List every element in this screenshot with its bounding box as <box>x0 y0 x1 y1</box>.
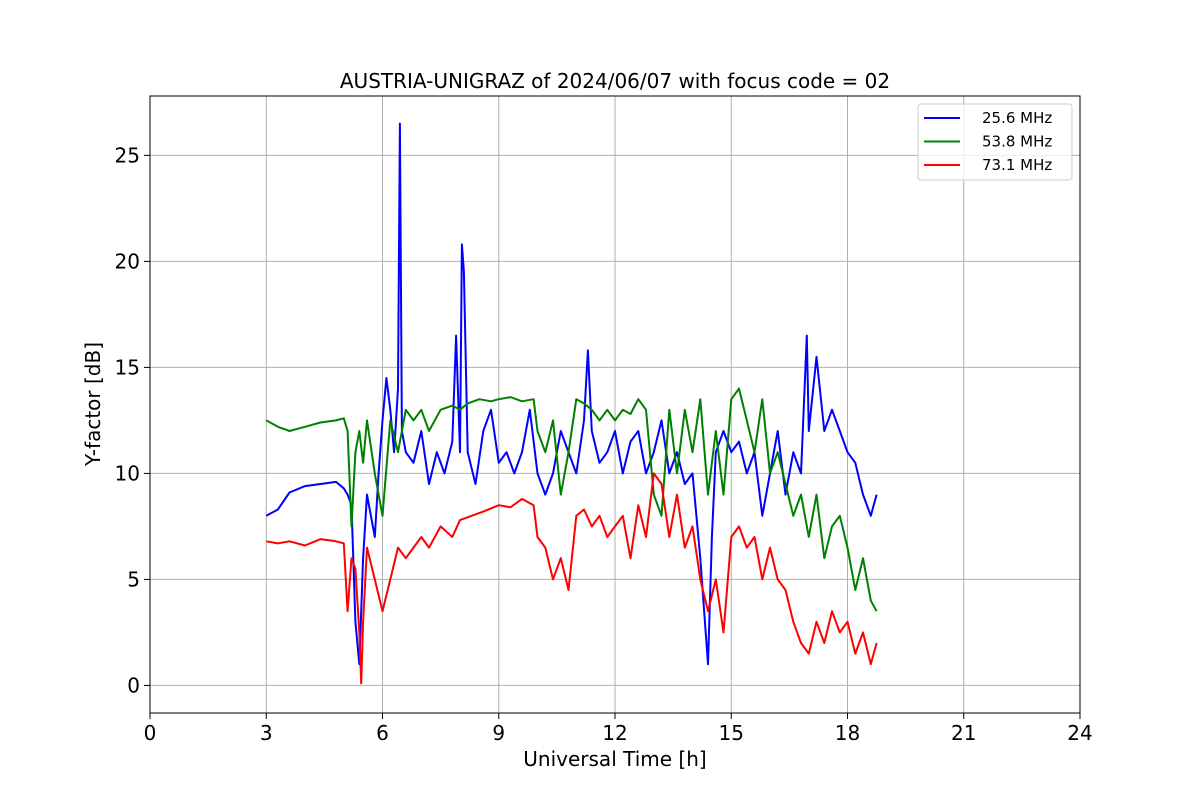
chart-title: AUSTRIA-UNIGRAZ of 2024/06/07 with focus… <box>340 69 890 93</box>
series-line-3 <box>266 472 878 685</box>
x-tick-label: 18 <box>835 721 860 745</box>
y-tick-label: 15 <box>115 355 140 379</box>
y-tick-label: 5 <box>127 567 140 591</box>
y-tick-label: 0 <box>127 673 140 697</box>
x-tick-label: 6 <box>376 721 389 745</box>
y-axis-label: Y-factor [dB] <box>81 342 105 467</box>
series-layer <box>265 122 878 685</box>
axis-ticks: 0 3 6 9 12 15 18 21 24 0 5 10 15 20 25 <box>115 143 1093 745</box>
x-tick-label: 12 <box>602 721 627 745</box>
x-tick-label: 24 <box>1067 721 1092 745</box>
legend-box <box>917 103 1073 181</box>
legend: 25.6 MHz 53.8 MHz 73.1 MHz <box>917 103 1073 181</box>
y-tick-label: 10 <box>115 461 140 485</box>
x-tick-label: 21 <box>951 721 976 745</box>
x-tick-label: 15 <box>719 721 744 745</box>
legend-label-3: 73.1 MHz <box>982 156 1052 174</box>
y-tick-label: 20 <box>115 249 140 273</box>
x-axis-label: Universal Time [h] <box>523 747 706 771</box>
x-tick-label: 3 <box>260 721 273 745</box>
legend-label-1: 25.6 MHz <box>982 109 1052 127</box>
x-tick-label: 0 <box>144 721 157 745</box>
x-tick-label: 9 <box>492 721 505 745</box>
series-line-2 <box>265 387 878 612</box>
legend-label-2: 53.8 MHz <box>982 133 1052 151</box>
y-tick-label: 25 <box>115 143 140 167</box>
